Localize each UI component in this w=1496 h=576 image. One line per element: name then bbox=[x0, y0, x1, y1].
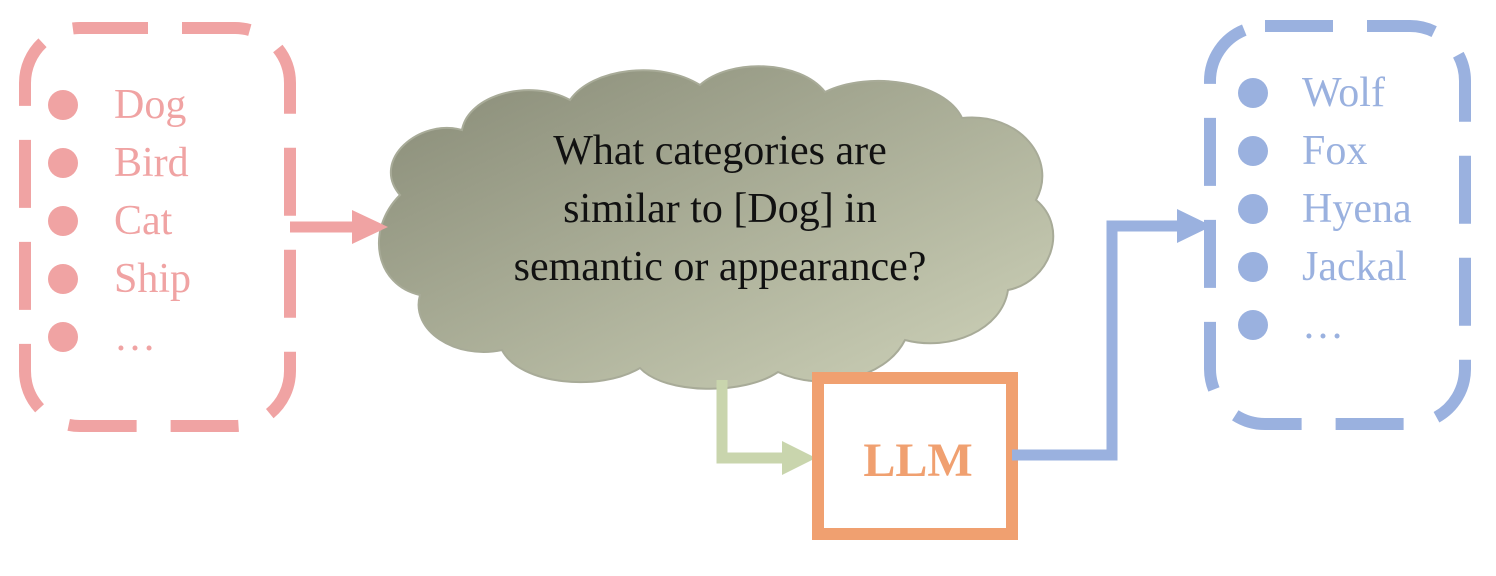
question-cloud bbox=[378, 65, 1055, 390]
list-item: Bird bbox=[48, 134, 191, 192]
list-item: … bbox=[1238, 296, 1412, 354]
output-list-box bbox=[1204, 20, 1471, 430]
category-label: Dog bbox=[114, 82, 187, 128]
list-item: Dog bbox=[48, 76, 191, 134]
list-item: Fox bbox=[1238, 122, 1412, 180]
bullet-icon bbox=[1238, 310, 1268, 340]
question-line: similar to [Dog] in bbox=[563, 186, 877, 232]
bullet-icon bbox=[1238, 136, 1268, 166]
list-item: Jackal bbox=[1238, 238, 1412, 296]
question-text: What categories are similar to [Dog] in … bbox=[440, 122, 1000, 296]
list-item: Ship bbox=[48, 250, 191, 308]
category-label: Ship bbox=[114, 256, 192, 302]
bullet-icon bbox=[1238, 78, 1268, 108]
bullet-icon bbox=[48, 206, 78, 236]
bullet-icon bbox=[48, 148, 78, 178]
arrow-cloud-to-llm bbox=[716, 380, 816, 475]
bullet-icon bbox=[48, 90, 78, 120]
category-label: Jackal bbox=[1302, 244, 1407, 290]
bullet-icon bbox=[48, 264, 78, 294]
list-item: Wolf bbox=[1238, 64, 1412, 122]
llm-label: LLM bbox=[863, 433, 973, 487]
category-label: Fox bbox=[1302, 128, 1368, 174]
arrow-input-to-cloud bbox=[290, 210, 388, 244]
bullet-icon bbox=[1238, 252, 1268, 282]
input-category-list: Dog Bird Cat Ship … bbox=[48, 76, 191, 366]
bullet-icon bbox=[48, 322, 78, 352]
question-line: semantic or appearance? bbox=[513, 244, 927, 290]
category-label: Hyena bbox=[1302, 186, 1412, 232]
question-line: What categories are bbox=[553, 128, 887, 174]
category-label: Cat bbox=[114, 198, 173, 244]
category-label: … bbox=[114, 314, 156, 360]
list-item: … bbox=[48, 308, 191, 366]
bullet-icon bbox=[1238, 194, 1268, 224]
list-item: Hyena bbox=[1238, 180, 1412, 238]
category-label: Wolf bbox=[1302, 70, 1385, 116]
output-category-list: Wolf Fox Hyena Jackal … bbox=[1238, 64, 1412, 354]
list-item: Cat bbox=[48, 192, 191, 250]
llm-box bbox=[812, 372, 1018, 540]
category-label: Bird bbox=[114, 140, 189, 186]
arrow-llm-to-output bbox=[1012, 209, 1212, 461]
category-label: … bbox=[1302, 302, 1344, 348]
